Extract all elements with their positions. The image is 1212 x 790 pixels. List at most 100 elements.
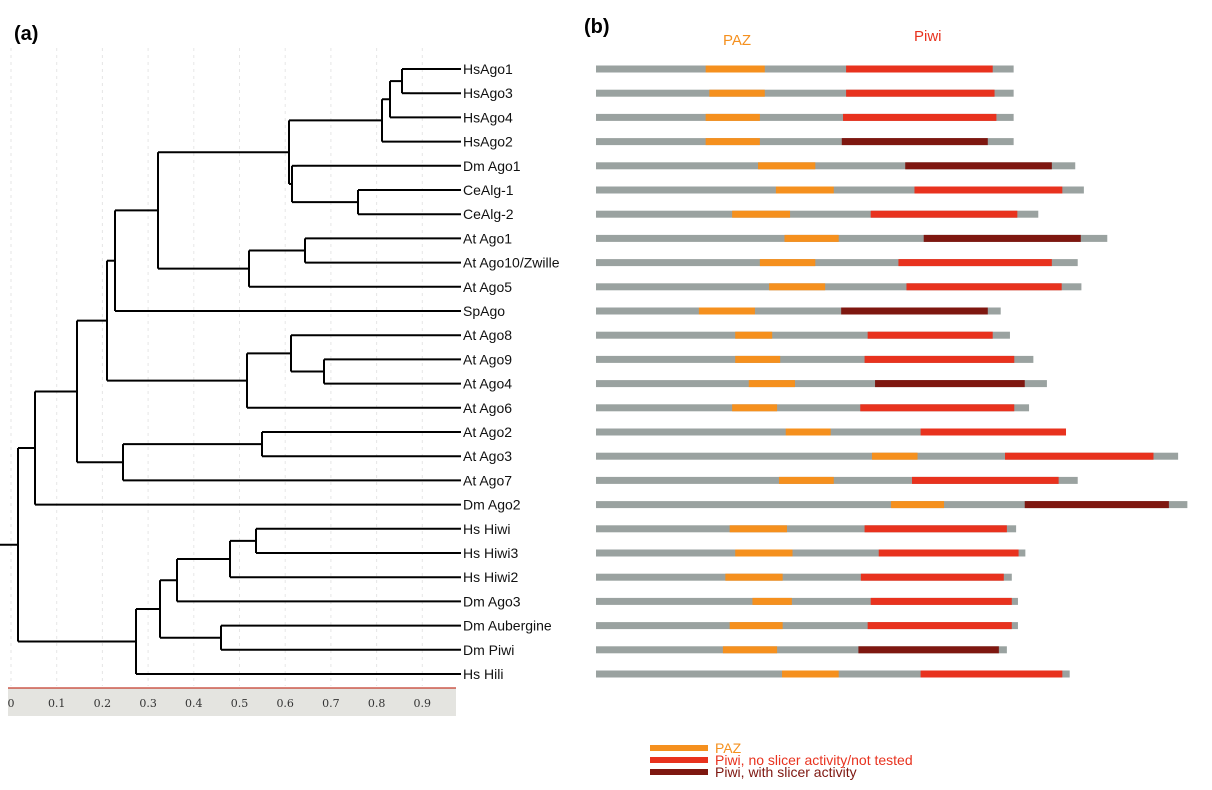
tree-leaf-label: At Ago4 [463, 376, 512, 392]
paz-domain-bar [735, 331, 773, 339]
tree-leaf-label: Hs Hiwi2 [463, 569, 518, 585]
tree-leaf-label: At Ago1 [463, 230, 512, 246]
domain-row [596, 234, 1108, 242]
domain-row [596, 331, 1010, 339]
domain-row [596, 259, 1078, 267]
protein-backbone-bar [596, 65, 1014, 73]
domain-row [596, 525, 1017, 533]
paz-domain-bar [732, 404, 778, 412]
tree-leaf-label: HsAgo1 [463, 61, 513, 77]
domain-row [596, 452, 1179, 460]
domain-row [596, 138, 1014, 146]
domain-row [596, 65, 1014, 73]
piwi-slicer-domain-bar [905, 162, 1052, 170]
domain-row [596, 476, 1078, 484]
domain-row [596, 428, 1067, 436]
piwi-domain-bar [920, 428, 1067, 436]
scale-tick-label: 0.9 [414, 697, 432, 710]
legend-label-piwi: Piwi, no slicer activity/not tested [715, 752, 913, 768]
protein-backbone-bar [596, 210, 1039, 218]
paz-domain-bar [775, 186, 834, 194]
legend-swatch-paz [650, 745, 708, 751]
paz-domain-bar [729, 525, 787, 533]
legend-label-piwi-slicer: Piwi, with slicer activity [715, 764, 857, 780]
tree-leaf-label: HsAgo2 [463, 134, 513, 150]
piwi-domain-bar [920, 670, 1063, 678]
paz-domain-bar [758, 162, 816, 170]
paz-domain-bar [769, 283, 826, 291]
protein-backbone-bar [596, 259, 1078, 267]
piwi-domain-bar [867, 622, 1012, 630]
scale-tick-label: 0.1 [48, 697, 66, 710]
piwi-domain-bar [912, 476, 1059, 484]
tree-leaf-label: Dm Ago2 [463, 497, 521, 513]
tree-leaf-label: Dm Ago1 [463, 158, 521, 174]
protein-backbone-bar [596, 234, 1108, 242]
piwi-slicer-domain-bar [875, 380, 1025, 388]
paz-domain-bar [729, 622, 783, 630]
paz-domain-bar [705, 113, 760, 121]
paz-domain-bar [891, 501, 945, 509]
piwi-slicer-domain-bar [923, 234, 1081, 242]
scale-tick-label: 0.5 [231, 697, 249, 710]
tree-leaf-label: Hs Hili [463, 666, 503, 682]
panel-b-label: (b) [584, 16, 610, 38]
scale-tick-label: 0 [8, 697, 15, 710]
protein-backbone-bar [596, 646, 1007, 654]
paz-domain-bar [871, 452, 918, 460]
paz-domain-bar [778, 476, 834, 484]
protein-backbone-bar [596, 355, 1034, 363]
protein-backbone-bar [596, 404, 1030, 412]
piwi-slicer-domain-bar [841, 138, 988, 146]
paz-domain-bar [705, 138, 760, 146]
protein-backbone-bar [596, 525, 1017, 533]
domain-row [596, 186, 1084, 194]
protein-backbone-bar [596, 573, 1012, 581]
scale-tick-label: 0.8 [368, 697, 386, 710]
paz-domain-bar [784, 234, 839, 242]
protein-backbone-bar [596, 186, 1084, 194]
panel-a-label: (a) [14, 23, 38, 45]
domain-row [596, 501, 1188, 509]
phylogenetic-tree: HsAgo1 HsAgo3 HsAgo4 HsAgo2 Dm Ago1 CeAlg-1 Ce… [0, 48, 560, 716]
domain-row [596, 646, 1007, 654]
paz-domain-bar [735, 549, 793, 557]
tree-leaf-label: Hs Hiwi [463, 521, 510, 537]
tree-leaf-label: Dm Ago3 [463, 593, 521, 609]
protein-backbone-bar [596, 549, 1026, 557]
scale-tick-label: 0.2 [94, 697, 112, 710]
tree-gridlines [10, 48, 423, 686]
tree-leaf-label: HsAgo3 [463, 85, 513, 101]
paz-domain-bar [752, 597, 792, 605]
protein-backbone-bar [596, 307, 1001, 315]
domain-row [596, 380, 1047, 388]
domain-row [596, 404, 1030, 412]
piwi-domain-bar [870, 210, 1018, 218]
legend-swatch-piwi-slicer [650, 769, 708, 775]
domain-row [596, 549, 1026, 557]
piwi-domain-bar [860, 404, 1015, 412]
paz-domain-bar [722, 646, 778, 654]
piwi-slicer-domain-bar [841, 307, 988, 315]
protein-backbone-bar [596, 331, 1010, 339]
piwi-domain-bar [843, 113, 997, 121]
piwi-domain-bar [864, 355, 1015, 363]
domain-row [596, 162, 1076, 170]
piwi-domain-bar [864, 525, 1007, 533]
piwi-slicer-domain-bar [858, 646, 999, 654]
paz-column-header: PAZ [723, 32, 751, 49]
tree-leaf-label: Hs Hiwi3 [463, 545, 518, 561]
piwi-domain-bar [867, 331, 993, 339]
paz-domain-bar [785, 428, 831, 436]
tree-leaf-label: SpAgo [463, 303, 505, 319]
tree-leaf-label: Dm Piwi [463, 642, 514, 658]
protein-backbone-bar [596, 162, 1076, 170]
piwi-column-header: Piwi [914, 28, 942, 45]
distance-scale-axis: 0 0.1 0.2 0.3 0.4 0.5 0.6 0.7 0.8 0.9 [8, 687, 456, 716]
tree-leaf-label: At Ago2 [463, 424, 512, 440]
piwi-domain-bar [846, 65, 993, 73]
piwi-slicer-domain-bar [1024, 501, 1169, 509]
domain-row [596, 670, 1070, 678]
